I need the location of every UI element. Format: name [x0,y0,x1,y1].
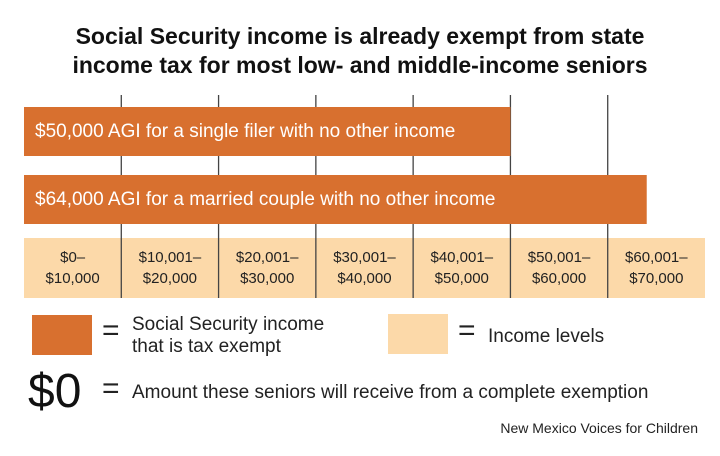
band-label: $30,001– $40,000 [316,238,413,298]
income-band [315,238,414,298]
band-label: $50,001– $60,000 [510,238,607,298]
zero-equals: = [102,372,120,405]
income-band [218,238,316,298]
band-label-top: $40,001– [430,249,494,266]
band-label-top: $20,001– [235,249,299,266]
band-label-bottom: $60,000 [531,270,587,287]
bar-label: $64,000 AGI for a married couple with no… [35,189,496,210]
exempt-bar-overlay [24,175,647,224]
band-label-top: $50,001– [527,249,591,266]
band-label-bottom: $30,000 [240,270,295,287]
income-band [24,238,122,298]
band-label-bottom: $10,000 [45,270,100,287]
band-label-bottom: $70,000 [629,270,684,287]
band-label: $20,001– $30,000 [219,238,316,298]
source: New Mexico Voices for Children [500,420,698,436]
legend-equals: = [102,314,120,347]
legend-swatch-income [388,314,448,354]
income-band [510,238,608,298]
income-band [413,238,511,298]
band-label: $10,001– $20,000 [121,238,218,298]
legend-equals: = [458,314,476,347]
income-band [607,238,705,298]
legend-exempt-line: that is tax exempt [132,336,281,357]
income-band [121,238,219,298]
band-label-top: $10,001– [138,249,202,266]
zero-symbol: $0 [28,365,82,418]
legend-swatch-exempt [32,315,92,355]
chart-title: Social Security income is already exempt… [0,22,720,80]
band-label-top: $60,001– [625,249,688,266]
legend-income-label: Income levels [488,326,605,347]
legend-exempt-label: Social Security income that is tax exemp… [132,314,324,358]
band-label-bottom: $20,000 [142,270,198,287]
band-label-bottom: $50,000 [434,270,489,287]
band-label: $60,001– $70,000 [608,238,705,298]
exempt-bar-overlay [24,107,511,156]
band-label-top: $30,001– [333,249,396,266]
title-line-2: income tax for most low- and middle-inco… [72,52,648,78]
band-label-bottom: $40,000 [337,270,392,287]
zero-text: Amount these seniors will receive from a… [132,382,649,403]
title-line-1: Social Security income is already exempt… [75,23,645,49]
band-label: $0– $10,000 [24,238,121,298]
band-label: $40,001– $50,000 [413,238,510,298]
bar-label: $50,000 AGI for a single filer with no o… [35,121,456,142]
band-label-top: $0– [60,249,86,266]
legend-exempt-line: Social Security income [132,314,325,335]
